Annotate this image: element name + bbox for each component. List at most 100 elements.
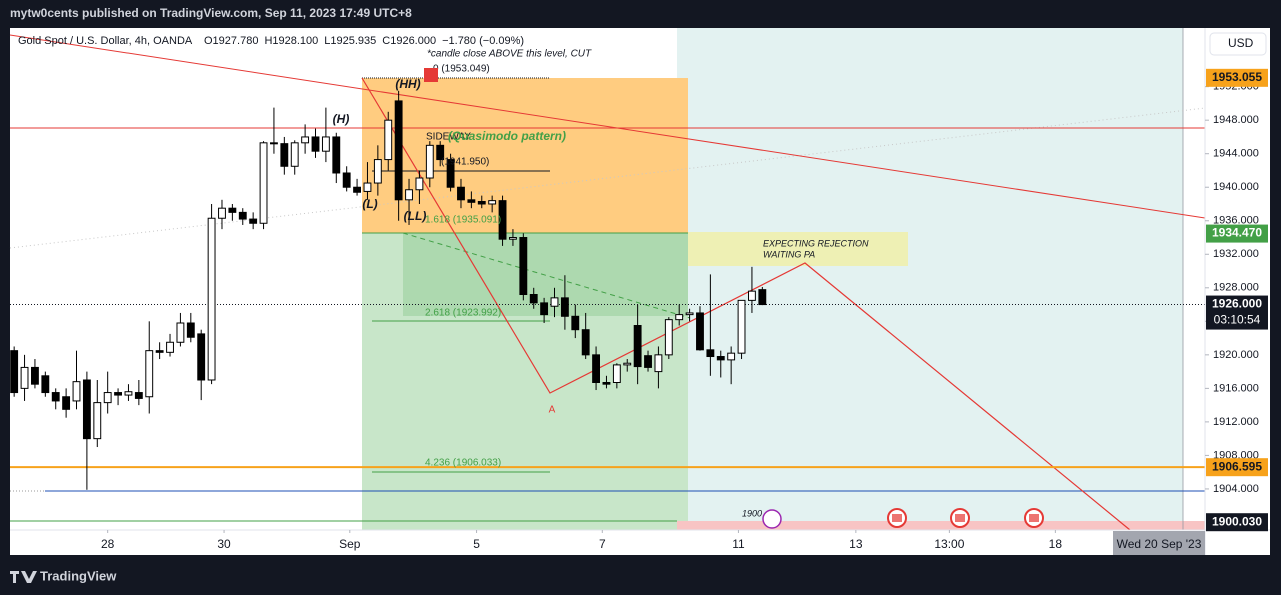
candle-body [488, 200, 497, 205]
x-tick-label: 5 [473, 537, 480, 551]
candle-body [311, 136, 320, 152]
projection-zigzag [361, 77, 1131, 531]
candle-body [758, 289, 767, 306]
candle-body [249, 218, 258, 224]
future-zone [677, 28, 1183, 530]
brand: TradingView [40, 568, 117, 583]
event-icon[interactable] [762, 509, 782, 529]
currency[interactable]: USD [1228, 36, 1254, 50]
price-label-bg [1206, 458, 1268, 477]
annotation: A [549, 405, 556, 416]
flag-stripes [892, 514, 902, 522]
ohlc-value: L1925.935 [324, 35, 376, 47]
candle-body [529, 294, 538, 304]
candle-body [72, 381, 81, 402]
x-tick-label: 30 [217, 537, 231, 551]
candle-body [592, 354, 600, 384]
candle-body [716, 356, 725, 361]
y-tick-label: 1912.000 [1213, 416, 1259, 428]
annotation: 2.618 (1923.992) [425, 308, 501, 319]
candle-body [737, 299, 746, 354]
currency-button[interactable] [1209, 32, 1267, 56]
annotation: (L) [362, 197, 377, 211]
dashed-trend [402, 232, 691, 319]
annotation: *candle close ABOVE this level, CUT [427, 49, 592, 60]
candle-body [51, 392, 60, 402]
annotation: (HH) [395, 77, 420, 91]
candle-body [353, 186, 361, 193]
flag-stripes [955, 514, 965, 522]
x-tick-label: Sep [339, 537, 361, 551]
flag-stripes [1029, 514, 1039, 522]
entry-zone [362, 78, 688, 233]
annotation: (Quasimodo pattern) [448, 129, 566, 143]
candle-body [477, 200, 486, 205]
expectation-box [688, 232, 908, 266]
candle-body [166, 341, 174, 353]
candle-body [62, 396, 71, 410]
candle-body [259, 142, 268, 224]
x-tick-label: 28 [101, 537, 115, 551]
ohlc-value: H1928.100 [264, 35, 318, 47]
y-tick-label: 1932.000 [1213, 248, 1259, 260]
candle-body [145, 350, 154, 398]
x-tick-label: 13 [849, 537, 863, 551]
ohlc-value: O1927.780 [204, 35, 258, 47]
candle-body [415, 177, 424, 191]
candle-body [103, 392, 112, 404]
candle-body [654, 354, 663, 373]
candle-body [467, 199, 476, 203]
candle-body [10, 350, 19, 394]
candle-body [155, 350, 164, 353]
candle-body [675, 314, 684, 321]
candle-body [457, 186, 465, 201]
candle-body [727, 352, 736, 361]
price-label: 1953.055 [1212, 70, 1262, 84]
candle-body [633, 325, 642, 368]
candle-body [280, 143, 289, 167]
annotation: (H) [333, 112, 350, 126]
candle-body [197, 333, 206, 381]
candle-body [612, 364, 621, 384]
candle-body [238, 211, 247, 220]
countdown: 03:10:54 [1214, 313, 1261, 327]
y-tick-label: 1904.000 [1213, 483, 1259, 495]
candle-body [540, 302, 549, 316]
candle-body [207, 217, 216, 381]
ohlc-value: −1.780 (−0.09%) [442, 35, 524, 47]
annotation: (LL) [404, 209, 427, 223]
annotation: 0 (1953.049) [433, 64, 490, 75]
plot: *candle close ABOVE this level, CUT 0 (19… [9, 28, 1206, 531]
brand-logo [10, 571, 37, 583]
price-label: 1906.595 [1212, 459, 1262, 473]
candle-body [114, 392, 122, 396]
candle-body [498, 200, 507, 240]
candle-body [560, 297, 569, 317]
candle-body [176, 322, 185, 343]
candle-body [602, 382, 611, 385]
candle-body [332, 136, 341, 174]
publisher: mytw0cents published on TradingView.com,… [10, 6, 412, 20]
candle-body [20, 366, 29, 389]
candle-body [425, 144, 434, 179]
candle-body [696, 312, 704, 351]
candle-body [124, 391, 133, 396]
candle-body [519, 237, 528, 296]
y-tick-label: 1940.000 [1213, 181, 1259, 193]
annotation: 4.236 (1906.033) [425, 458, 501, 469]
risk-zone [677, 521, 1205, 530]
candle-body [82, 379, 91, 440]
long-red-trend [9, 34, 1206, 219]
y-tick-label: 1948.000 [1213, 114, 1259, 126]
y-tick-label: 1920.000 [1213, 349, 1259, 361]
candle-body [664, 319, 673, 356]
price-label-bg [1206, 295, 1268, 330]
candle-body [301, 136, 310, 144]
candle-body [290, 142, 299, 167]
price-label: 1926.000 [1212, 297, 1262, 311]
candle-body [342, 172, 351, 188]
y-tick-label: 1936.000 [1213, 215, 1259, 227]
candle-body [685, 312, 694, 316]
annotation: SIDEWAY [426, 132, 471, 143]
candle-body [405, 189, 413, 201]
